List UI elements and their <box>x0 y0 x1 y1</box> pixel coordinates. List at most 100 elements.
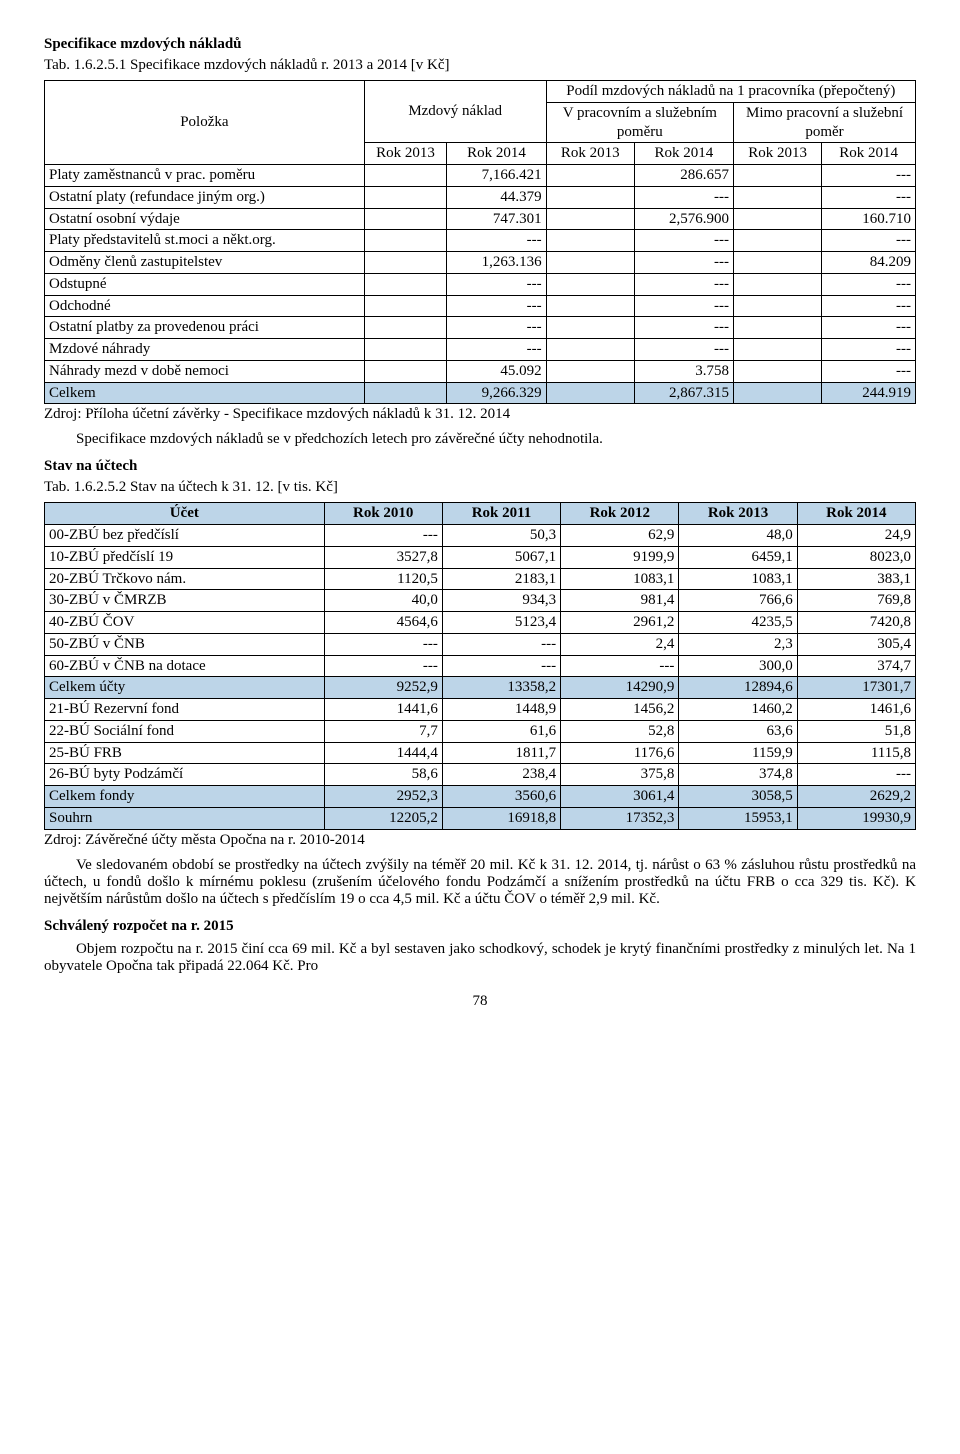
table-row: 21-BÚ Rezervní fond1441,61448,91456,2146… <box>45 699 916 721</box>
table-cell: 25-BÚ FRB <box>45 742 325 764</box>
table-cell: --- <box>447 273 546 295</box>
table-cell: 51,8 <box>797 720 915 742</box>
col-rok2014: Rok 2014 <box>634 143 733 165</box>
table-cell: 16918,8 <box>442 807 560 829</box>
table-cell: Platy zaměstnanců v prac. poměru <box>45 165 365 187</box>
table-row: Platy zaměstnanců v prac. poměru 7,166.42… <box>45 165 916 187</box>
table-cell: Odměny členů zastupitelstev <box>45 252 365 274</box>
table-cell <box>364 208 447 230</box>
table-cell: --- <box>324 655 442 677</box>
table-row: 60-ZBÚ v ČNB na dotace---------300,0374,… <box>45 655 916 677</box>
page-number: 78 <box>44 993 916 1010</box>
table-row: Mzdové náhrady--------- <box>45 339 916 361</box>
table-cell: 12205,2 <box>324 807 442 829</box>
table-row: Platy představitelů st.moci a někt.org.-… <box>45 230 916 252</box>
table-cell: --- <box>447 295 546 317</box>
table-cell: --- <box>634 295 733 317</box>
table-cell: 383,1 <box>797 568 915 590</box>
table-cell <box>364 252 447 274</box>
table-cell: 21-BÚ Rezervní fond <box>45 699 325 721</box>
table-cell: 3.758 <box>634 360 733 382</box>
table-cell: --- <box>822 339 916 361</box>
table-cell <box>546 230 634 252</box>
table-cell: Celkem fondy <box>45 786 325 808</box>
table-source-line: Zdroj: Závěrečné účty města Opočna na r.… <box>44 832 916 849</box>
table-cell: --- <box>634 273 733 295</box>
table-cell: 17301,7 <box>797 677 915 699</box>
table-header-cell: Rok 2010 <box>324 503 442 525</box>
table-cell: 1176,6 <box>561 742 679 764</box>
table-header-cell: Rok 2011 <box>442 503 560 525</box>
table-cell <box>734 252 822 274</box>
table-cell: Odstupné <box>45 273 365 295</box>
table-cell: 52,8 <box>561 720 679 742</box>
table-cell: --- <box>822 360 916 382</box>
table-cell <box>364 273 447 295</box>
table-cell: 769,8 <box>797 590 915 612</box>
table-cell: Náhrady mezd v době nemoci <box>45 360 365 382</box>
table-cell: --- <box>822 317 916 339</box>
table-cell <box>734 339 822 361</box>
col-rok2013: Rok 2013 <box>364 143 447 165</box>
table-cell: 1083,1 <box>561 568 679 590</box>
table-cell: 160.710 <box>822 208 916 230</box>
table-cell <box>734 295 822 317</box>
table-cell: 2629,2 <box>797 786 915 808</box>
table-cell: 244.919 <box>822 382 916 404</box>
table-cell: --- <box>822 165 916 187</box>
table-cell: 1461,6 <box>797 699 915 721</box>
table-cell: 26-BÚ byty Podzámčí <box>45 764 325 786</box>
table-cell: 1083,1 <box>679 568 797 590</box>
table-cell: 8023,0 <box>797 546 915 568</box>
table-cell: Ostatní osobní výdaje <box>45 208 365 230</box>
table-cell: Mzdové náhrady <box>45 339 365 361</box>
table-cell <box>364 165 447 187</box>
table-row: Odchodné--------- <box>45 295 916 317</box>
table-cell: 374,8 <box>679 764 797 786</box>
table-cell: 30-ZBÚ v ČMRZB <box>45 590 325 612</box>
table-cell: 7,7 <box>324 720 442 742</box>
table-cell <box>364 317 447 339</box>
table-header-cell: Účet <box>45 503 325 525</box>
table-cell: 7,166.421 <box>447 165 546 187</box>
table-cell <box>364 295 447 317</box>
table-caption: Tab. 1.6.2.5.1 Specifikace mzdových nákl… <box>44 57 916 74</box>
table-row: Odměny členů zastupitelstev1,263.136---8… <box>45 252 916 274</box>
table-cell: --- <box>822 186 916 208</box>
table-row: 00-ZBÚ bez předčíslí---50,362,948,024,9 <box>45 525 916 547</box>
table-row: Ostatní platy (refundace jiným org.)44.3… <box>45 186 916 208</box>
table-cell: 1,263.136 <box>447 252 546 274</box>
table-cell: --- <box>561 655 679 677</box>
table-cell: 00-ZBÚ bez předčíslí <box>45 525 325 547</box>
table-cell <box>546 317 634 339</box>
table-header-cell: Rok 2012 <box>561 503 679 525</box>
col-rok2014: Rok 2014 <box>822 143 916 165</box>
table-cell <box>364 230 447 252</box>
table-cell <box>546 382 634 404</box>
table-cell: 17352,3 <box>561 807 679 829</box>
table-cell <box>734 382 822 404</box>
table-row: Celkem9,266.3292,867.315244.919 <box>45 382 916 404</box>
table-row: Odstupné--------- <box>45 273 916 295</box>
table-cell: 60-ZBÚ v ČNB na dotace <box>45 655 325 677</box>
table-cell: --- <box>324 525 442 547</box>
table-cell <box>546 252 634 274</box>
table-cell: 5067,1 <box>442 546 560 568</box>
table-cell: 6459,1 <box>679 546 797 568</box>
table-cell <box>734 317 822 339</box>
table-row: 20-ZBÚ Trčkovo nám.1120,52183,11083,1108… <box>45 568 916 590</box>
table-cell: 45.092 <box>447 360 546 382</box>
table-cell: 1448,9 <box>442 699 560 721</box>
table-cell: Ostatní platby za provedenou práci <box>45 317 365 339</box>
table-cell: 375,8 <box>561 764 679 786</box>
table-cell: 84.209 <box>822 252 916 274</box>
table-row: Ostatní platby za provedenou práci------… <box>45 317 916 339</box>
table-cell: --- <box>822 230 916 252</box>
table-cell: 3058,5 <box>679 786 797 808</box>
table-source-line: Zdroj: Příloha účetní závěrky - Specifik… <box>44 406 916 423</box>
table-cell: --- <box>324 633 442 655</box>
table-cell: 7420,8 <box>797 612 915 634</box>
table-cell <box>734 208 822 230</box>
table-cell <box>546 165 634 187</box>
section-title: Stav na účtech <box>44 458 916 475</box>
